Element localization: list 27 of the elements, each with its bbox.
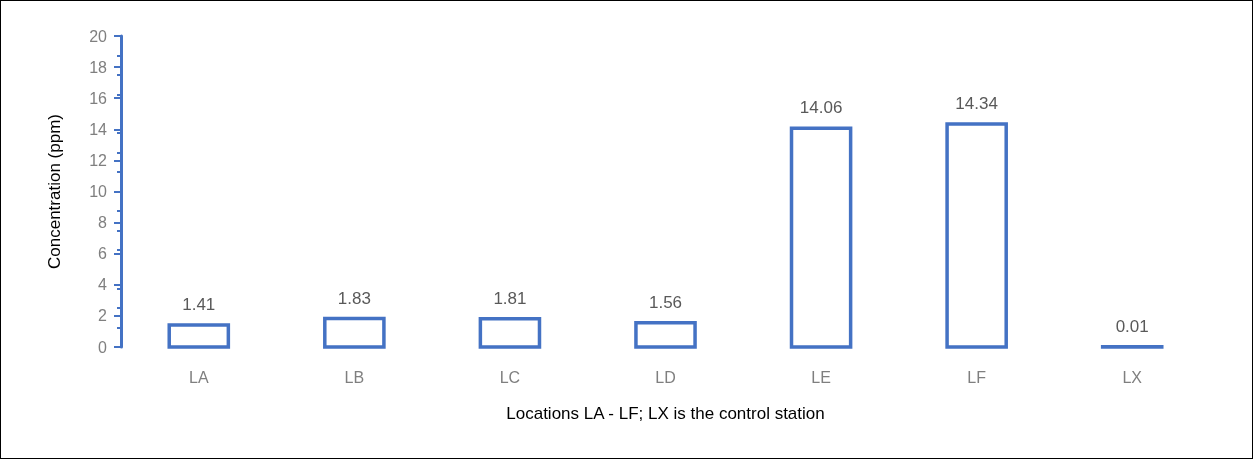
x-tick-label: LX bbox=[1122, 368, 1143, 386]
y-tick-label: 0 bbox=[98, 338, 108, 356]
x-tick-label: LD bbox=[655, 368, 676, 386]
y-tick-label: 14 bbox=[89, 120, 108, 138]
y-tick-label: 16 bbox=[89, 89, 108, 107]
x-tick-label: LA bbox=[189, 368, 209, 386]
y-tick-label: 4 bbox=[98, 276, 108, 294]
x-tick-label: LB bbox=[344, 368, 365, 386]
data-label: 1.56 bbox=[648, 292, 683, 312]
data-label: 1.41 bbox=[182, 295, 216, 315]
x-tick-label: LE bbox=[811, 368, 831, 386]
y-tick-label: 6 bbox=[98, 245, 108, 263]
data-label: 1.81 bbox=[493, 288, 527, 308]
data-label: 14.34 bbox=[955, 94, 998, 114]
x-tick-label: LF bbox=[967, 368, 987, 386]
data-label: 1.83 bbox=[337, 288, 371, 308]
data-label: 0.01 bbox=[1115, 316, 1149, 336]
y-axis-title: Concentration (ppm) bbox=[45, 114, 64, 269]
x-axis-title: Locations LA - LF; LX is the control station bbox=[506, 404, 825, 423]
y-tick-label: 10 bbox=[89, 183, 108, 200]
y-tick-label: 18 bbox=[89, 58, 108, 76]
data-label: 14.06 bbox=[799, 98, 843, 118]
y-tick-label: 20 bbox=[89, 27, 108, 45]
x-tick-label: LC bbox=[499, 368, 521, 386]
y-tick-label: 8 bbox=[98, 214, 108, 232]
y-tick-label: 12 bbox=[89, 151, 108, 169]
y-tick-label: 2 bbox=[98, 307, 108, 325]
